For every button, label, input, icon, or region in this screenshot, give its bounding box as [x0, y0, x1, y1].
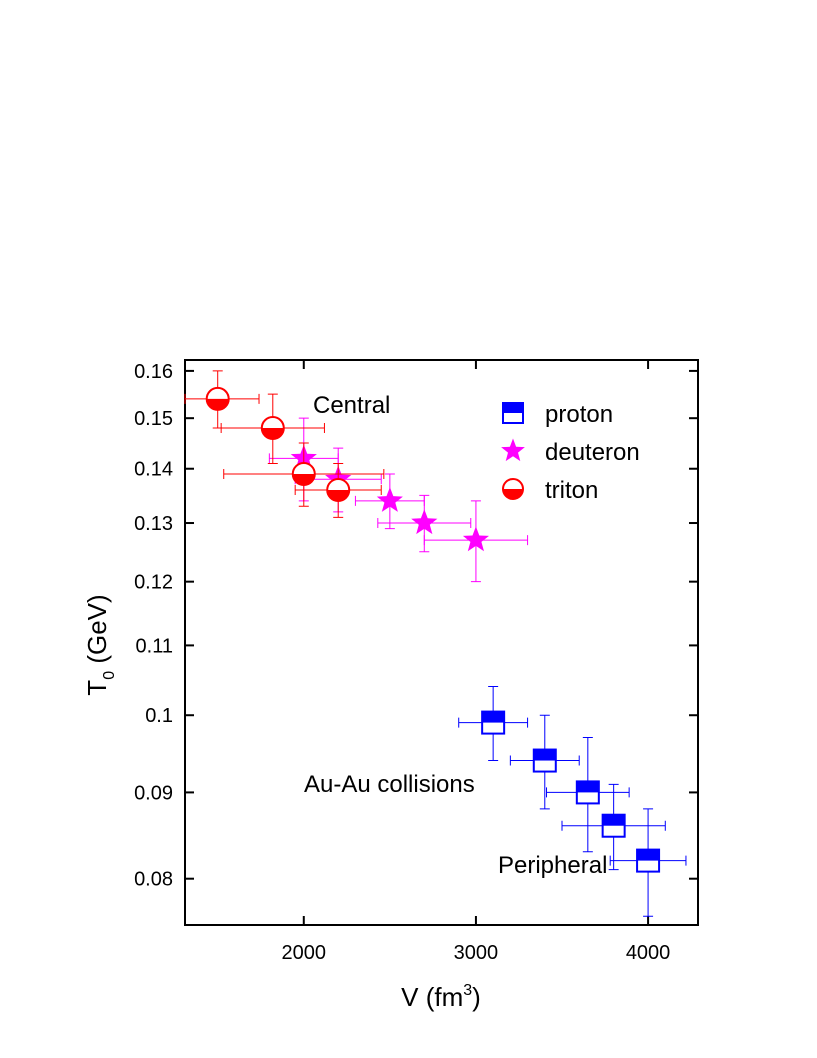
marker [376, 487, 403, 512]
marker [205, 386, 230, 411]
y-tick-label: 0.1 [145, 705, 173, 727]
annotation: Central [313, 392, 390, 419]
x-label-sup: 3 [463, 982, 472, 999]
marker-fill [637, 849, 660, 861]
marker [411, 509, 438, 535]
y-tick-label: 0.12 [134, 572, 173, 594]
legend-marker [502, 402, 524, 424]
y-tick-label: 0.16 [134, 361, 173, 383]
legend-label: triton [545, 477, 598, 504]
legend-marker [502, 478, 524, 500]
marker [532, 748, 557, 773]
marker-fill [206, 398, 229, 410]
marker-fill [327, 489, 350, 501]
annotation: Peripheral [498, 852, 607, 879]
marker-fill [292, 473, 315, 485]
x-label-end: ) [472, 982, 481, 1012]
marker-fill [503, 403, 523, 413]
marker [636, 848, 661, 873]
legend-label: proton [545, 401, 613, 428]
marker-fill [501, 438, 525, 462]
plot-frame [184, 359, 699, 926]
marker-fill [376, 487, 403, 512]
y-tick-label: 0.14 [134, 459, 173, 481]
marker-fill [482, 711, 505, 723]
marker [575, 780, 600, 805]
x-tick-label: 2000 [282, 942, 327, 964]
y-label-main: T [82, 680, 112, 696]
x-tick-label: 4000 [626, 942, 671, 964]
marker [462, 526, 489, 552]
marker [601, 813, 626, 838]
marker-fill [576, 781, 599, 793]
y-tick-label: 0.09 [134, 782, 173, 804]
marker-fill [462, 526, 489, 552]
y-label-sub: 0 [101, 671, 118, 680]
marker-fill [411, 509, 438, 535]
x-label-main: V (fm [401, 982, 463, 1012]
marker [326, 477, 351, 502]
y-tick-label: 0.13 [134, 513, 173, 535]
marker-fill [533, 749, 556, 761]
legend-marker [501, 438, 525, 462]
y-tick-label: 0.11 [136, 635, 173, 657]
marker-fill [503, 489, 523, 499]
marker-fill [602, 814, 625, 826]
y-axis-label: T0 (GeV) [82, 594, 118, 695]
y-tick-label: 0.15 [134, 408, 173, 430]
x-tick-label: 3000 [454, 942, 499, 964]
x-axis-label: V (fm3) [401, 982, 481, 1012]
marker-fill [261, 428, 284, 440]
legend-label: deuteron [545, 439, 640, 466]
annotation: Au-Au collisions [304, 771, 475, 798]
y-tick-label: 0.08 [134, 869, 173, 891]
marker [481, 710, 506, 735]
y-label-end: (GeV) [82, 594, 112, 671]
marker [291, 461, 316, 486]
marker [260, 416, 285, 441]
